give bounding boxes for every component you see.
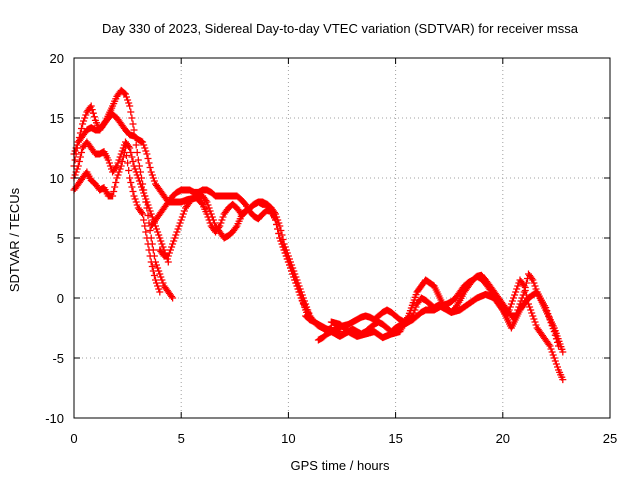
y-tick-label: 20 (50, 51, 64, 66)
x-tick-label: 10 (281, 431, 295, 446)
plus-markers (327, 276, 567, 356)
y-tick-label: 15 (50, 111, 64, 126)
axis-ticks: 0 5 10 15 20 25 -10 -5 0 5 10 15 20 (45, 51, 617, 446)
series-10 (327, 276, 567, 356)
plus-markers (199, 192, 314, 324)
y-tick-label: -5 (52, 351, 64, 366)
y-tick-label: 0 (57, 291, 64, 306)
x-tick-label: 25 (603, 431, 617, 446)
x-tick-label: 5 (178, 431, 185, 446)
x-axis-label: GPS time / hours (291, 458, 390, 473)
x-tick-label: 15 (388, 431, 402, 446)
y-tick-label: -10 (45, 411, 64, 426)
data-points (70, 86, 567, 384)
y-tick-label: 10 (50, 171, 64, 186)
x-tick-label: 20 (496, 431, 510, 446)
chart-title: Day 330 of 2023, Sidereal Day-to-day VTE… (102, 21, 579, 36)
series-7 (199, 192, 314, 324)
x-tick-label: 0 (70, 431, 77, 446)
grid-lines (74, 58, 610, 418)
y-tick-label: 5 (57, 231, 64, 246)
y-axis-label: SDTVAR / TECUs (7, 187, 22, 292)
